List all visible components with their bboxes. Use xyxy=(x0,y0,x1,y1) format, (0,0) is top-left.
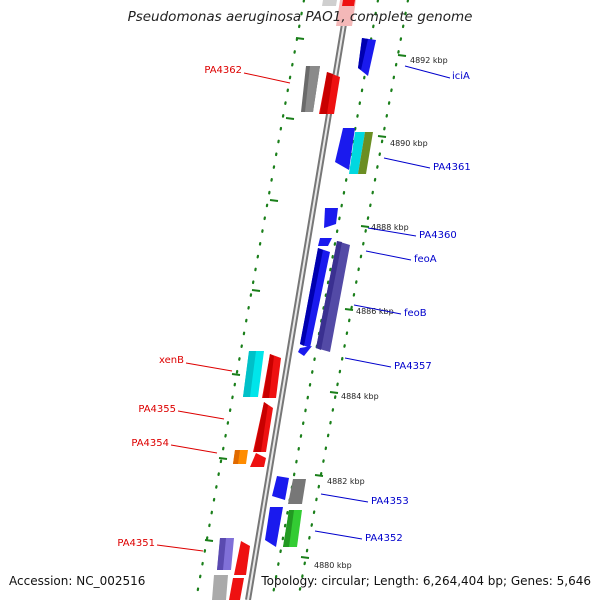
gene-PA4362-feature[interactable] xyxy=(301,66,340,114)
gene-label-pa4352[interactable]: PA4352 xyxy=(365,533,403,544)
gene-label-feob[interactable]: feoB xyxy=(404,308,427,319)
label-leaders xyxy=(156,65,451,552)
tick-dot-line xyxy=(194,0,306,600)
tick-label: 4888 kbp xyxy=(371,223,409,232)
leader-line xyxy=(170,444,218,454)
leader-line xyxy=(365,250,412,261)
tick-mark xyxy=(300,556,310,559)
tick-mark xyxy=(329,391,339,394)
gene-xenB-feature[interactable] xyxy=(243,351,281,398)
genome-summary-text: Topology: circular; Length: 6,264,404 bp… xyxy=(261,574,591,588)
gene-feature-top-gray[interactable] xyxy=(322,0,337,6)
gene-iciA-feature[interactable] xyxy=(358,38,376,76)
gene-PA4352-feature[interactable] xyxy=(265,507,302,547)
tick-label: 4884 kbp xyxy=(341,392,379,401)
gene-label-pa4354[interactable]: PA4354 xyxy=(131,438,169,449)
gene-label-pa4360[interactable]: PA4360 xyxy=(419,230,457,241)
map-title: Pseudomonas aeruginosa PAO1, complete ge… xyxy=(127,9,473,25)
gene-label-pa4353[interactable]: PA4353 xyxy=(371,496,409,507)
gene-label-pa4357[interactable]: PA4357 xyxy=(394,361,432,372)
tick-dot-line xyxy=(296,0,410,600)
leader-line xyxy=(353,304,402,315)
tick-mark xyxy=(218,457,228,460)
leader-line xyxy=(383,157,431,169)
leader-line xyxy=(367,227,417,237)
tick-mark xyxy=(231,373,241,376)
gene-PA4351-feature[interactable] xyxy=(212,538,250,600)
gene-label-pa4355[interactable]: PA4355 xyxy=(138,404,176,415)
tick-mark xyxy=(314,474,324,477)
gene-feoA-feature[interactable] xyxy=(318,238,332,246)
tick-label: 4886 kbp xyxy=(356,307,394,316)
tick-mark xyxy=(377,135,387,138)
gene-feoB-feature[interactable] xyxy=(298,248,330,356)
tick-mark xyxy=(269,199,279,202)
leader-line xyxy=(344,357,392,368)
leader-line xyxy=(404,65,451,79)
tick-mark xyxy=(344,308,354,311)
tick-marks: 4892 kbp 4890 kbp 4888 kbp 4886 kbp 4884 kbp… xyxy=(204,37,448,570)
tick-mark xyxy=(204,539,214,542)
leader-line xyxy=(243,72,291,84)
tick-label: 4892 kbp xyxy=(410,56,448,65)
gene-label-pa4361[interactable]: PA4361 xyxy=(433,162,471,173)
tick-mark xyxy=(295,37,305,40)
accession-text: Accession: NC_002516 xyxy=(9,574,146,588)
leader-line xyxy=(314,530,363,540)
gene-PA4353-feature[interactable] xyxy=(272,476,306,504)
gene-PA4355-feature[interactable] xyxy=(253,402,273,452)
tick-label: 4882 kbp xyxy=(327,477,365,486)
gene-PA4361-feature[interactable] xyxy=(335,128,373,174)
tick-mark xyxy=(285,117,295,120)
tick-mark xyxy=(251,289,261,292)
leader-line xyxy=(185,362,233,372)
gene-labels: iciA PA4361 PA4360 feoA feoB PA4357 PA4353 PA43… xyxy=(117,65,470,549)
gene-PA4357-feature[interactable] xyxy=(316,241,350,352)
tick-mark xyxy=(360,225,370,228)
tick-label: 4890 kbp xyxy=(390,139,428,148)
leader-line xyxy=(177,410,225,420)
gene-PA4360-feature[interactable] xyxy=(324,208,338,228)
gene-PA4354-feature[interactable] xyxy=(233,450,266,467)
leader-line xyxy=(156,544,204,552)
tick-mark xyxy=(397,54,407,57)
tick-label: 4880 kbp xyxy=(314,561,352,570)
gene-label-feoa[interactable]: feoA xyxy=(414,254,437,265)
gene-label-pa4351[interactable]: PA4351 xyxy=(117,538,155,549)
gene-feature-top-pink[interactable] xyxy=(336,0,356,26)
gene-label-icia[interactable]: iciA xyxy=(452,71,470,82)
leader-line xyxy=(320,493,369,503)
gene-label-xenb[interactable]: xenB xyxy=(159,355,184,366)
gene-label-pa4362[interactable]: PA4362 xyxy=(204,65,242,76)
